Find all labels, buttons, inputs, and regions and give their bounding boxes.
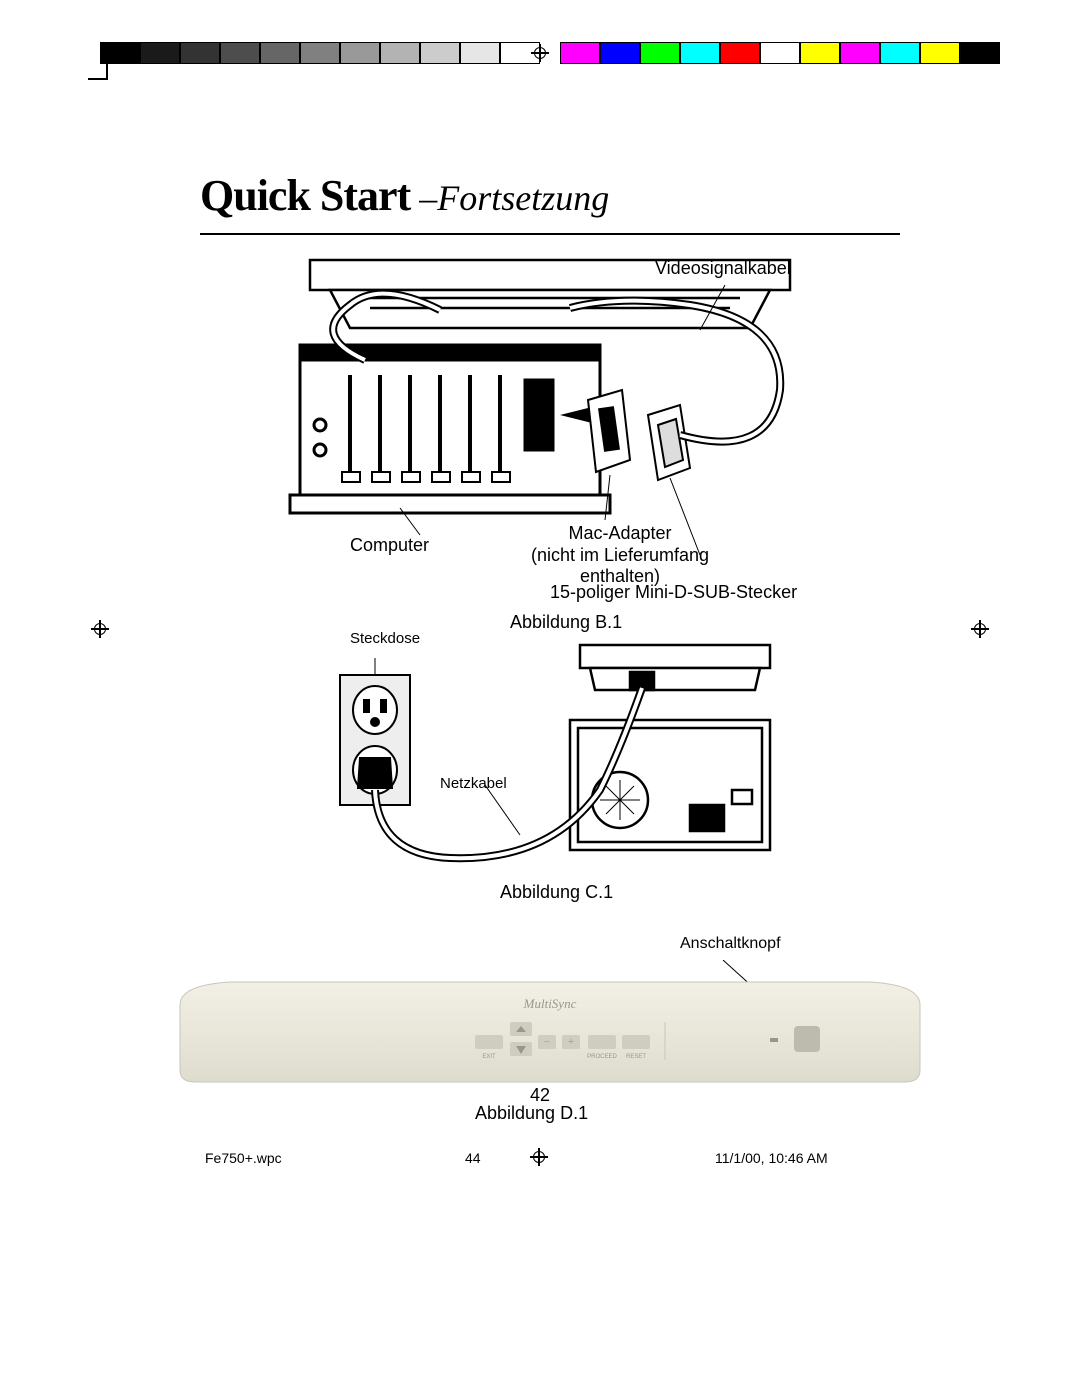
heading-bold: Quick Start: [200, 171, 410, 220]
grayscale-strip: [100, 42, 540, 64]
label-mac-adapter-l1: Mac-Adapter: [568, 523, 671, 543]
crop-mark: [88, 60, 108, 80]
registration-mark-top: [531, 44, 549, 62]
label-mac-adapter: Mac-Adapter (nicht im Lieferumfang entha…: [510, 523, 730, 588]
figure-b: Videosignalkabel Computer Mac-Adapter (n…: [200, 250, 900, 620]
color-strip: [560, 42, 1000, 64]
page-heading: Quick Start –Fortsetzung: [200, 170, 900, 235]
page-number: 42: [0, 1085, 1080, 1106]
label-power-button: Anschaltknopf: [680, 935, 781, 953]
footer-file: Fe750+.wpc: [205, 1150, 282, 1166]
label-dsub: 15-poliger Mini-D-SUB-Stecker: [550, 582, 797, 604]
registration-mark-right: [971, 620, 989, 638]
svg-text:PROCEED: PROCEED: [587, 1054, 617, 1060]
label-mac-adapter-l2: (nicht im Lieferumfang: [531, 545, 709, 565]
registration-mark-bottom: [530, 1148, 548, 1166]
caption-d: Abbildung D.1: [475, 1103, 588, 1124]
svg-text:−: −: [544, 1036, 550, 1048]
label-computer: Computer: [350, 535, 429, 557]
svg-text:+: +: [568, 1036, 574, 1048]
footer-sheet: 44: [465, 1150, 481, 1166]
caption-c: Abbildung C.1: [500, 882, 613, 903]
figure-d-drawing: MultiSync EXIT − + PROCEED RESET: [170, 960, 930, 1090]
registration-mark-left: [91, 620, 109, 638]
svg-text:EXIT: EXIT: [482, 1054, 496, 1060]
label-outlet: Steckdose: [350, 630, 420, 647]
svg-text:RESET: RESET: [626, 1054, 646, 1060]
brand-text: MultiSync: [523, 996, 577, 1011]
figure-c: Steckdose Netzkabel Abbildung C.1: [200, 630, 900, 910]
figure-b-drawing: [270, 250, 830, 570]
figure-c-drawing: [320, 640, 780, 870]
label-video-cable: Videosignalkabel: [655, 258, 791, 280]
heading-italic: –Fortsetzung: [410, 178, 609, 218]
label-power-cable: Netzkabel: [440, 775, 507, 792]
footer-timestamp: 11/1/00, 10:46 AM: [715, 1150, 828, 1166]
